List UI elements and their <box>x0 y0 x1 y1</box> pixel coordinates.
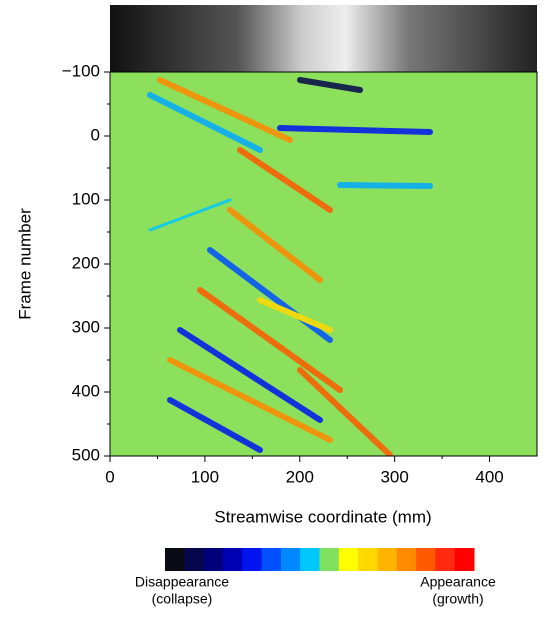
colorbar-cell <box>203 548 224 571</box>
colorbar-high-label: Appearance <box>420 574 496 590</box>
colorbar-cell <box>358 548 378 571</box>
colorbar-cell <box>242 548 263 571</box>
y-tick-label: 200 <box>72 253 100 272</box>
colorbar-low-label: (collapse) <box>152 591 213 607</box>
colorbar-cell <box>416 548 436 571</box>
streak <box>237 147 333 213</box>
y-tick-label: 300 <box>72 317 100 336</box>
x-axis-title: Streamwise coordinate (mm) <box>214 507 431 526</box>
streak <box>147 92 263 153</box>
x-tick-label: 300 <box>380 467 408 486</box>
streak <box>148 198 232 232</box>
colorbar-cell <box>300 548 320 571</box>
streak <box>277 125 433 135</box>
streak-texture <box>147 77 433 456</box>
streak <box>157 77 293 143</box>
y-axis-title: Frame number <box>15 208 34 320</box>
colorbar-cell <box>338 548 359 571</box>
photo-strip <box>110 5 537 72</box>
x-tick-label: 200 <box>286 467 314 486</box>
colorbar-high-label: (growth) <box>432 591 483 607</box>
colorbar-cell <box>454 548 475 571</box>
colorbar-cell <box>165 548 185 571</box>
streak <box>167 397 263 453</box>
streak <box>297 367 393 456</box>
y-tick-label: 400 <box>72 381 100 400</box>
y-tick-label: 100 <box>72 189 100 208</box>
x-tick-label: 0 <box>105 467 114 486</box>
streak <box>337 182 433 189</box>
colorbar-cell <box>435 548 456 571</box>
colorbar-cell <box>377 548 398 571</box>
streak <box>227 207 323 283</box>
streak <box>167 357 333 443</box>
colorbar-cell <box>261 548 282 571</box>
y-tick-label: 500 <box>72 445 100 464</box>
colorbar-cell <box>396 548 417 571</box>
y-tick-label: 0 <box>91 125 100 144</box>
colorbar-low-label: Disappearance <box>135 574 229 590</box>
streak <box>177 327 323 423</box>
streak <box>197 287 343 393</box>
x-tick-label: 100 <box>191 467 219 486</box>
streak <box>257 297 333 333</box>
colorbar-cell <box>280 548 301 571</box>
colorbar-cell <box>222 548 243 571</box>
y-tick-label: −100 <box>62 61 100 80</box>
streak <box>297 77 363 93</box>
x-tick-label: 400 <box>475 467 503 486</box>
colorbar-cell <box>319 548 340 571</box>
streak <box>207 247 333 343</box>
colorbar-cell <box>184 548 205 571</box>
